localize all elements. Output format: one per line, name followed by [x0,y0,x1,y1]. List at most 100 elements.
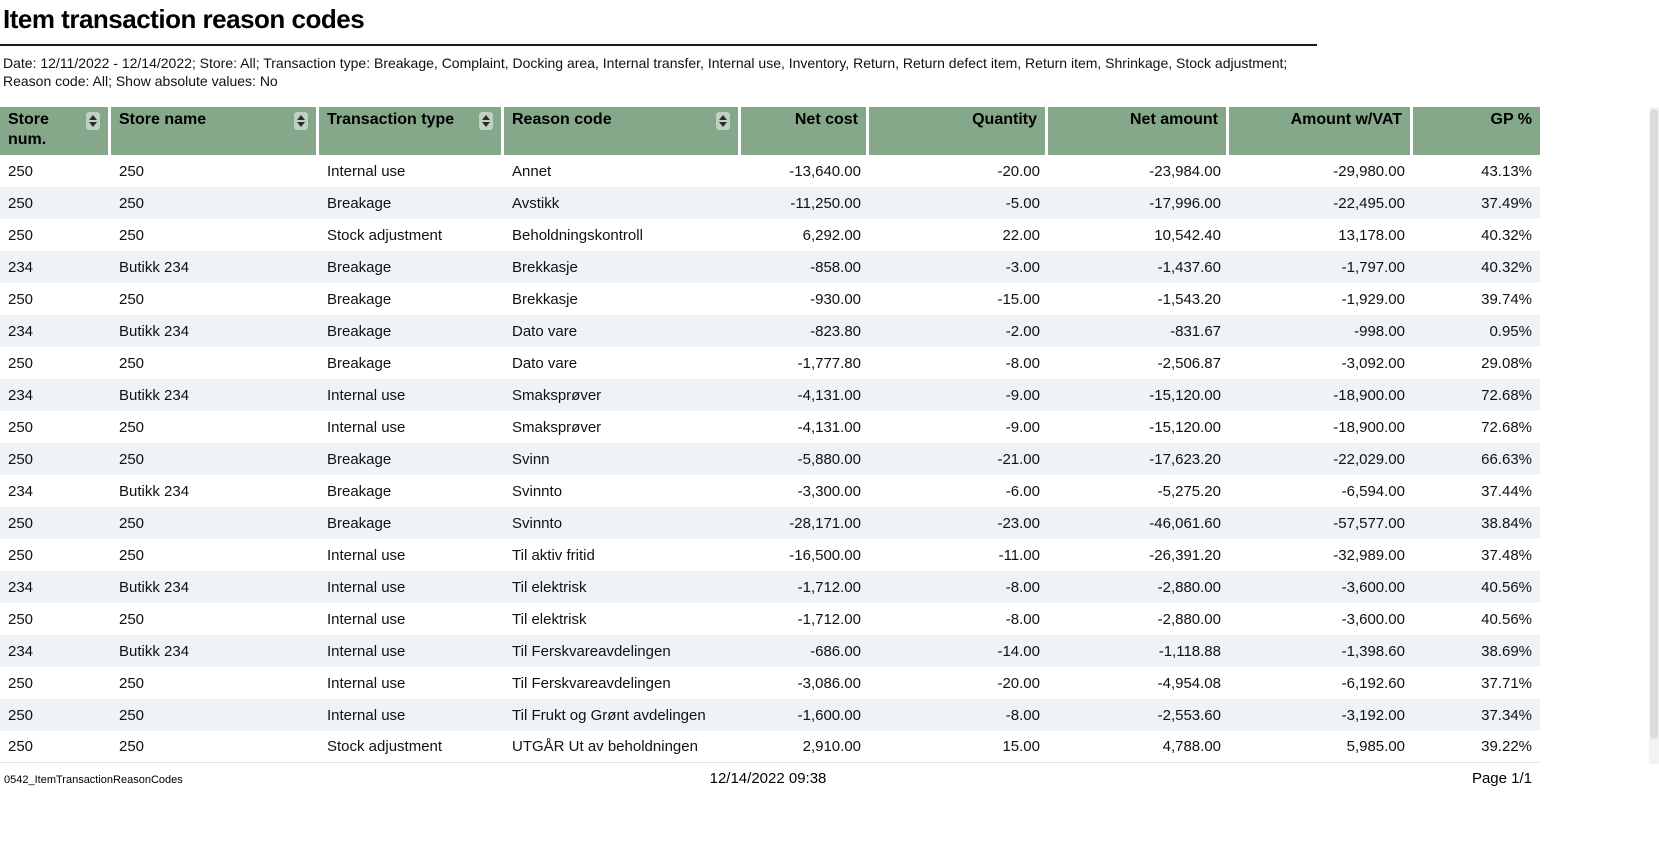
cell-reason-code: Til Ferskvareavdelingen [504,635,741,667]
cell-amount-wvat: -1,797.00 [1229,251,1413,283]
cell-reason-code: Smaksprøver [504,379,741,411]
cell-quantity: -23.00 [869,507,1048,539]
cell-net-amount: -15,120.00 [1149,418,1221,436]
cell-transaction-type: Breakage [327,354,392,372]
cell-quantity: -8.00 [869,571,1048,603]
cell-transaction-type: Internal use [319,699,504,731]
column-label-store-num: Store num. [8,111,49,148]
cell-transaction-type: Breakage [327,482,392,500]
cell-quantity: -5.00 [869,187,1048,219]
cell-gp-pct: 39.74% [1481,290,1532,308]
cell-net-amount: -1,543.20 [1157,290,1221,308]
cell-store-num: 234 [0,571,111,603]
cell-store-name: 250 [111,699,319,731]
cell-store-name: Butikk 234 [111,379,319,411]
sort-toggle-icon[interactable] [479,112,493,130]
vertical-scrollbar[interactable] [1649,107,1659,764]
cell-transaction-type: Breakage [319,251,504,283]
cell-gp-pct: 72.68% [1413,379,1540,411]
cell-gp-pct: 43.13% [1481,162,1532,180]
cell-net-amount: -2,553.60 [1048,699,1229,731]
cell-store-num: 250 [8,610,34,628]
cell-net-amount: -17,996.00 [1048,187,1229,219]
cell-store-num: 250 [0,443,111,475]
cell-amount-wvat: -3,600.00 [1229,571,1413,603]
cell-transaction-type: Breakage [319,507,504,539]
cell-store-num: 250 [0,731,111,763]
cell-gp-pct: 40.56% [1481,610,1532,628]
column-header-quantity: Quantity [869,107,1048,155]
cell-store-num: 250 [8,290,34,308]
cell-net-amount: 10,542.40 [1154,226,1221,244]
cell-store-name: 250 [111,507,319,539]
sort-toggle-icon[interactable] [294,112,308,130]
cell-reason-code: Til elektrisk [512,610,587,628]
column-label-transaction-type: Transaction type [327,111,455,128]
sort-toggle-icon[interactable] [86,112,100,130]
cell-quantity: -3.00 [869,251,1048,283]
cell-quantity: -9.00 [1005,418,1040,436]
cell-transaction-type: Stock adjustment [327,226,443,244]
scrollbar-thumb[interactable] [1650,109,1658,739]
cell-transaction-type: Internal use [327,546,406,564]
cell-quantity: -21.00 [869,443,1048,475]
cell-net-cost: -1,777.80 [797,354,861,372]
sort-toggle-icon[interactable] [716,112,730,130]
cell-quantity: -8.00 [1005,354,1040,372]
cell-reason-code: Til aktiv fritid [512,546,595,564]
cell-store-num: 234 [8,482,34,500]
cell-net-cost: 6,292.00 [802,226,861,244]
cell-net-cost: -28,171.00 [741,507,869,539]
column-header-transaction-type[interactable]: Transaction type [319,107,504,155]
cell-store-num: 250 [8,418,34,436]
cell-gp-pct: 29.08% [1481,354,1532,372]
column-header-store-name[interactable]: Store name [111,107,319,155]
cell-store-name: Butikk 234 [119,482,190,500]
cell-quantity: 15.00 [869,731,1048,763]
column-header-store-num[interactable]: Store num. [0,107,111,155]
column-label-store-name: Store name [119,111,207,128]
footer-page-number: Page 1/1 [1471,770,1532,787]
cell-gp-pct: 37.49% [1413,187,1540,219]
column-header-gp-pct: GP % [1413,107,1540,155]
cell-amount-wvat: -22,029.00 [1229,443,1413,475]
filter-summary: Date: 12/11/2022 - 12/14/2022; Store: Al… [3,55,1288,89]
page-title: Item transaction reason codes [3,4,365,34]
cell-gp-pct: 37.71% [1481,674,1532,692]
cell-reason-code: Brekkasje [504,251,741,283]
cell-net-cost: -823.80 [741,315,869,347]
cell-store-num: 234 [0,635,111,667]
cell-store-name: 250 [119,290,145,308]
cell-net-cost: -4,131.00 [797,418,861,436]
cell-net-amount: -23,984.00 [1149,162,1221,180]
table-row: 234 Butikk 234 Breakage Dato vare -823.80 -2.… [0,315,1540,347]
cell-amount-wvat: -57,577.00 [1229,507,1413,539]
cell-net-cost: -3,086.00 [797,674,861,692]
column-header-reason-code[interactable]: Reason code [504,107,741,155]
table-row: 234 Butikk 234 Internal use Til Ferskvareav… [0,635,1540,667]
table-row: 250 250 Internal use Til elektrisk -1,712.00… [0,603,1540,635]
cell-gp-pct: 38.69% [1413,635,1540,667]
cell-store-name: 250 [119,162,145,180]
cell-quantity: -6.00 [1005,482,1040,500]
cell-reason-code: Til Ferskvareavdelingen [512,674,671,692]
cell-store-name: 250 [119,610,145,628]
report-footer: 0542_ItemTransactionReasonCodes 12/14/20… [0,770,1540,787]
cell-net-amount: -46,061.60 [1048,507,1229,539]
column-label-net-amount: Net amount [1130,111,1218,128]
cell-net-amount: -2,880.00 [1048,571,1229,603]
cell-amount-wvat: -1,929.00 [1341,290,1405,308]
cell-amount-wvat: -18,900.00 [1333,418,1405,436]
cell-net-amount: -1,118.88 [1048,635,1229,667]
cell-store-num: 250 [0,187,111,219]
table-row: 250 250 Internal use Til Frukt og Grønt avd… [0,699,1540,731]
cell-reason-code: Dato vare [504,315,741,347]
cell-reason-code: Til Frukt og Grønt avdelingen [504,699,741,731]
cell-amount-wvat: -998.00 [1229,315,1413,347]
cell-net-cost: -858.00 [741,251,869,283]
table-row: 250 250 Breakage Svinn -5,880.00 -21.00 -17,62… [0,443,1540,475]
cell-net-amount: -831.67 [1048,315,1229,347]
cell-gp-pct: 40.32% [1481,226,1532,244]
cell-store-name: Butikk 234 [111,635,319,667]
